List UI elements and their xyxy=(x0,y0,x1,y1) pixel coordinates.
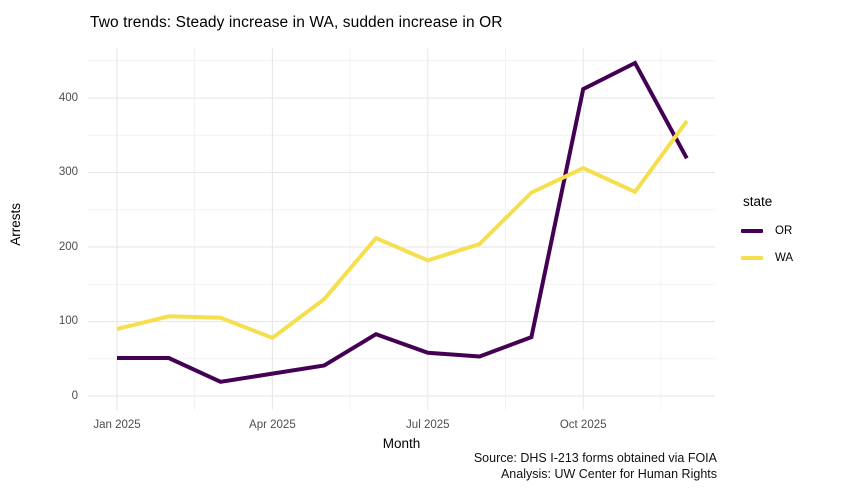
legend-swatch-icon xyxy=(741,228,763,233)
y-tick-label: 100 xyxy=(58,315,78,327)
legend: state OR WA xyxy=(741,194,793,271)
caption-line-1: Source: DHS I-213 forms obtained via FOI… xyxy=(473,451,717,465)
y-tick-label: 400 xyxy=(58,91,78,104)
x-tick-label: Apr 2025 xyxy=(249,419,296,431)
x-tick-label: Jan 2025 xyxy=(93,419,141,431)
legend-items: OR WA xyxy=(741,217,793,271)
legend-label: OR xyxy=(775,224,793,237)
y-tick-label: 200 xyxy=(58,240,78,253)
x-tick-label: Jul 2025 xyxy=(406,419,450,431)
legend-item-wa: WA xyxy=(741,244,793,271)
caption: Source: DHS I-213 forms obtained via FOI… xyxy=(474,451,717,482)
or-series-line xyxy=(117,60,689,384)
legend-item-or: OR xyxy=(741,217,793,244)
x-tick-label: Oct 2025 xyxy=(559,419,607,431)
legend-title: state xyxy=(743,194,773,209)
y-axis-title: Arrests xyxy=(8,203,23,246)
chart-title: Two trends: Steady increase in WA, sudde… xyxy=(90,14,503,31)
legend-swatch-icon xyxy=(741,255,763,260)
x-axis-title: Month xyxy=(382,436,421,451)
legend-label: WA xyxy=(775,251,794,264)
y-tick-label: 300 xyxy=(58,166,78,178)
wa-series-line xyxy=(116,119,689,341)
y-tick-label: 0 xyxy=(71,389,78,402)
caption-line-2: Analysis: UW Center for Human Rights xyxy=(500,466,717,481)
